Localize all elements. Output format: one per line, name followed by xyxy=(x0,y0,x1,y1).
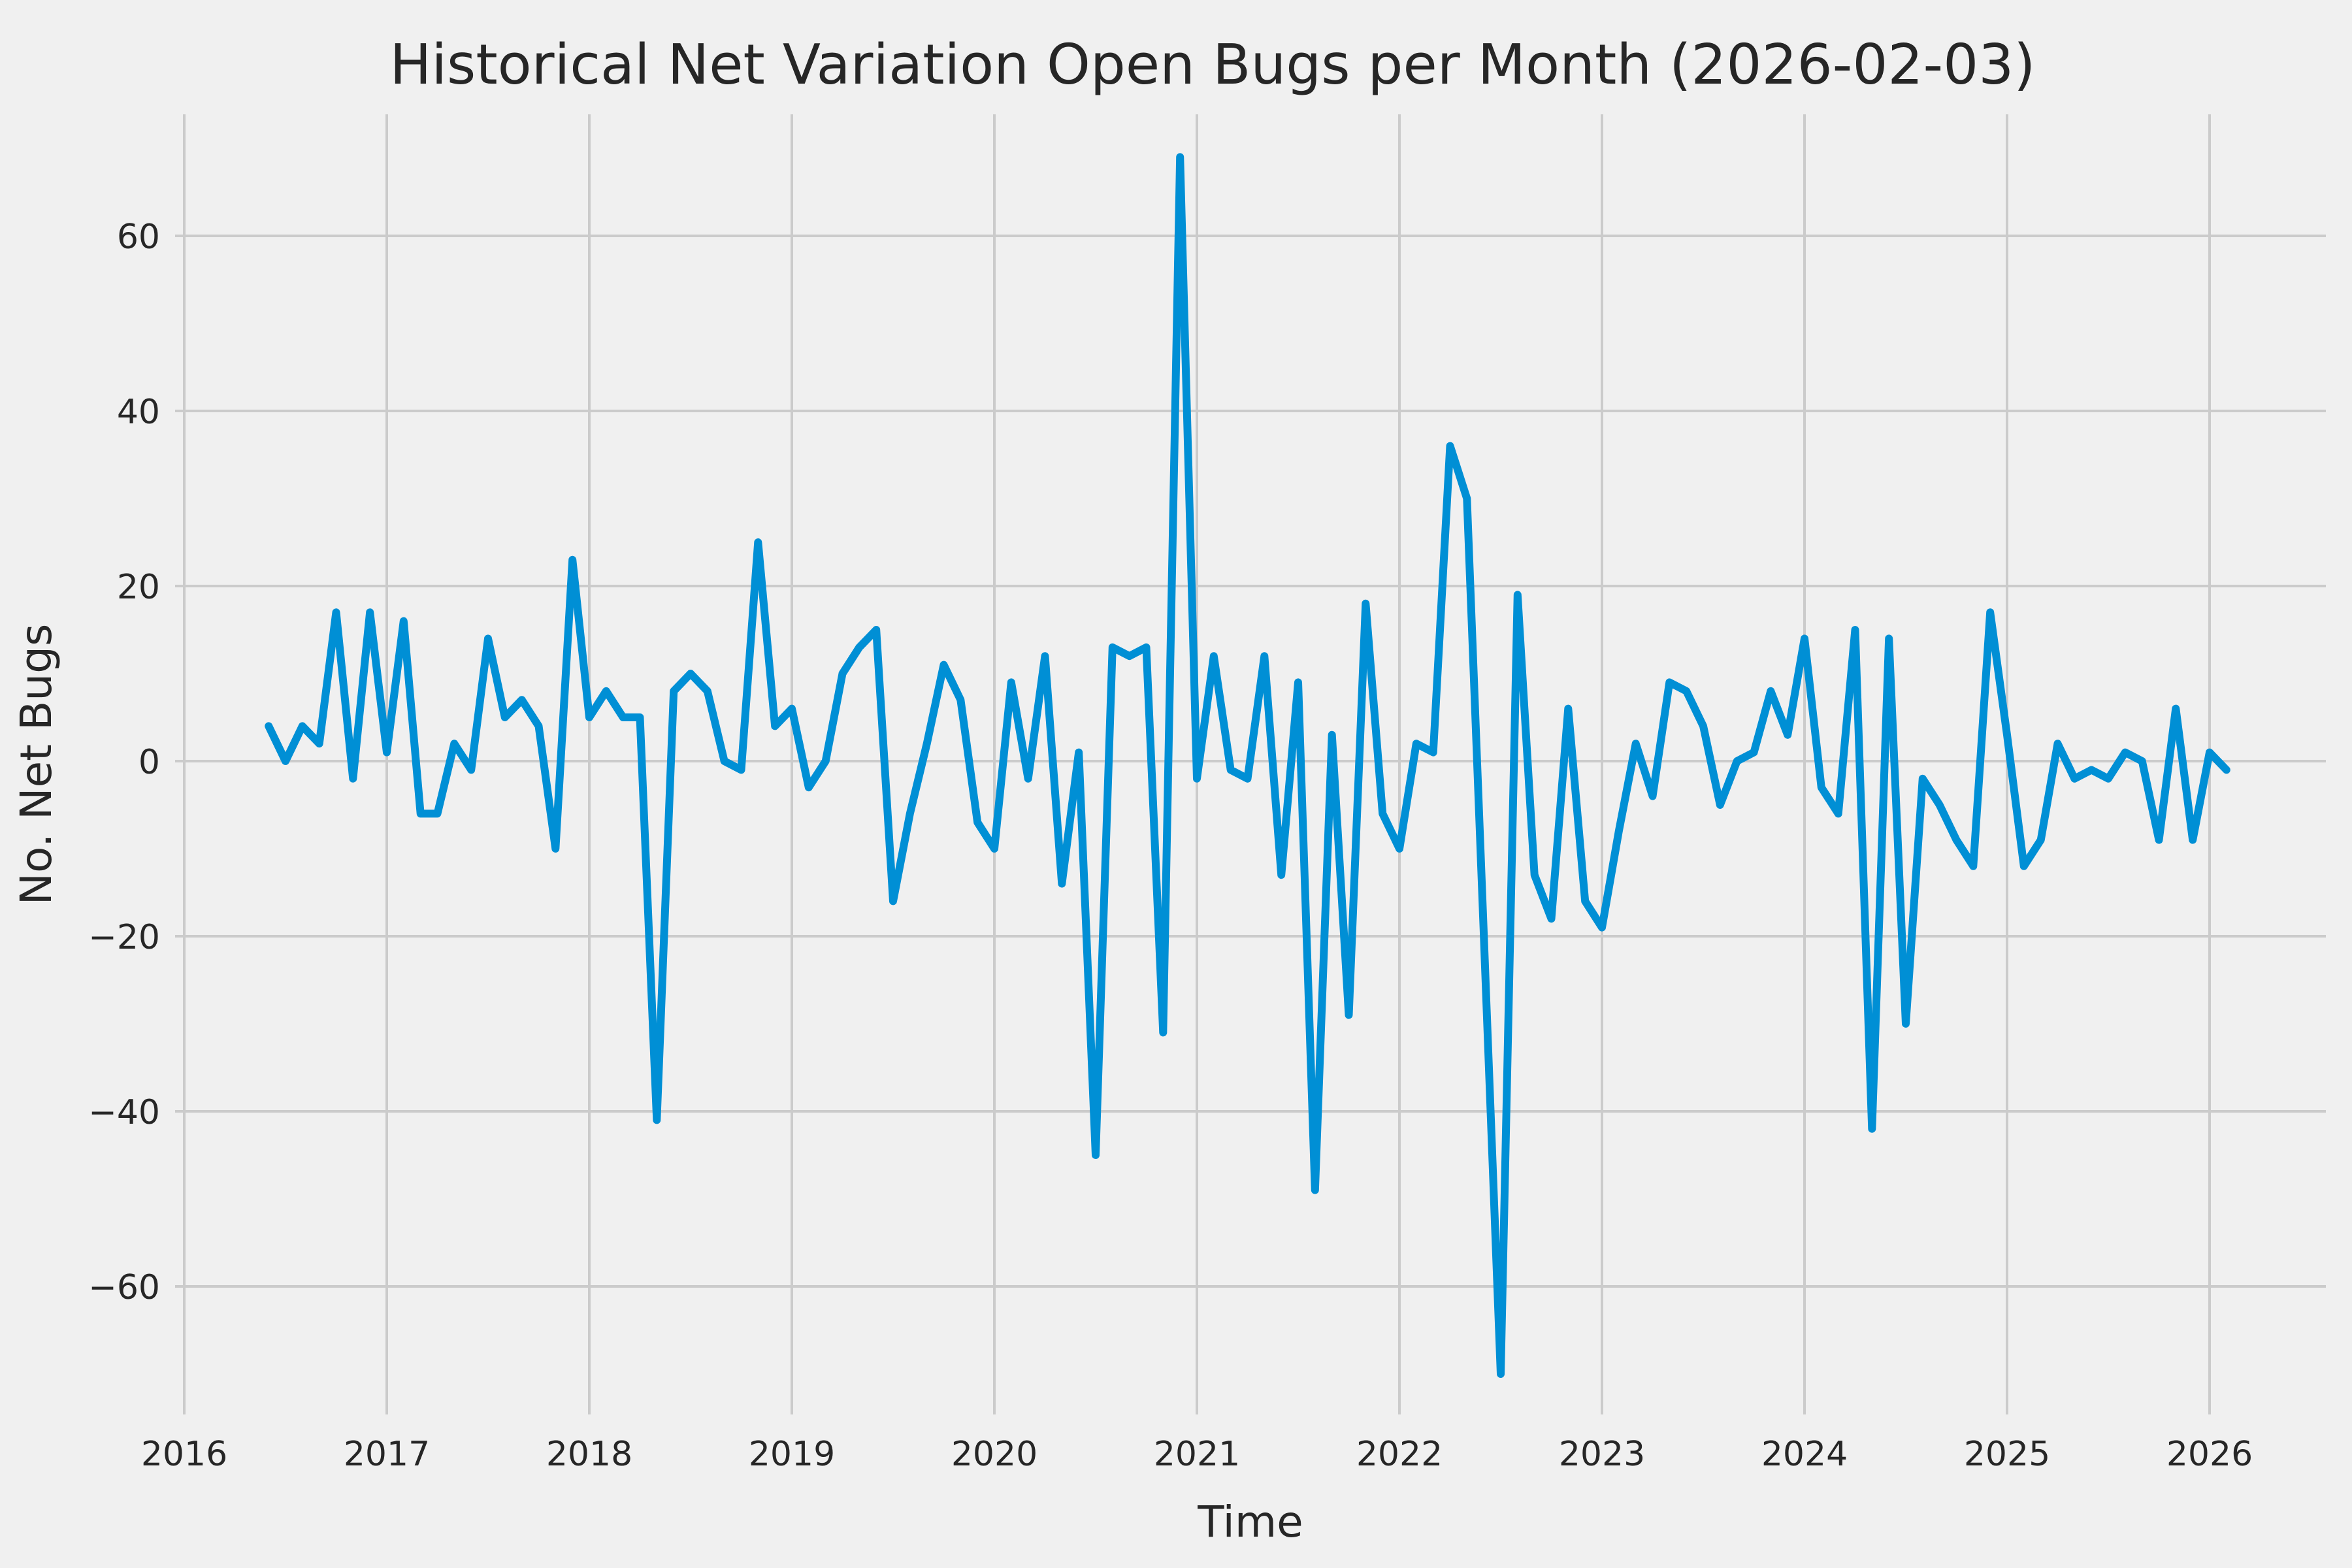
x-tick-label: 2020 xyxy=(951,1435,1037,1474)
x-tick-label: 2025 xyxy=(1964,1435,2050,1474)
y-tick-label: 40 xyxy=(117,393,160,432)
x-axis-label: Time xyxy=(1197,1497,1303,1547)
series-line-net-bugs xyxy=(265,153,2230,1378)
y-tick-label: −60 xyxy=(88,1268,160,1307)
y-tick-label: 20 xyxy=(117,568,160,607)
y-tick-labels: −60 −40 −20 0 20 40 60 xyxy=(88,218,160,1307)
y-tick-label: 0 xyxy=(139,743,160,782)
x-tick-label: 2018 xyxy=(546,1435,632,1474)
y-tick-label: −20 xyxy=(88,918,160,957)
y-tick-label: −40 xyxy=(88,1093,160,1132)
y-tick-label: 60 xyxy=(117,218,160,257)
x-tick-label: 2016 xyxy=(141,1435,227,1474)
x-tick-label: 2023 xyxy=(1559,1435,1645,1474)
y-axis-label: No. Net Bugs xyxy=(11,624,61,906)
x-tick-label: 2022 xyxy=(1356,1435,1443,1474)
x-tick-label: 2026 xyxy=(2166,1435,2253,1474)
x-tick-labels: 2016 2017 2018 2019 2020 2021 2022 2023 2024 2025… xyxy=(141,1435,2253,1474)
x-tick-label: 2024 xyxy=(1761,1435,1848,1474)
series-group xyxy=(265,153,2230,1378)
x-tick-label: 2017 xyxy=(344,1435,430,1474)
x-tick-label: 2019 xyxy=(749,1435,835,1474)
x-tick-label: 2021 xyxy=(1154,1435,1240,1474)
chart-title: Historical Net Variation Open Bugs per M… xyxy=(390,33,2036,97)
